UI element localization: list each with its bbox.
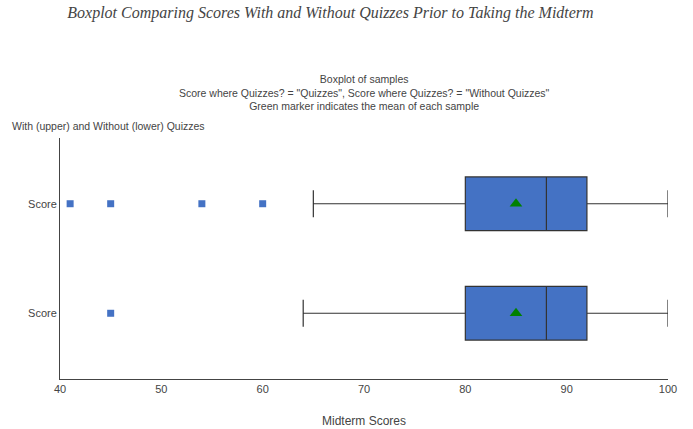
svg-text:40: 40 [54, 383, 66, 395]
svg-text:100: 100 [659, 383, 677, 395]
svg-text:60: 60 [257, 383, 269, 395]
svg-text:70: 70 [358, 383, 370, 395]
svg-text:With (upper) and Without (lowe: With (upper) and Without (lower) Quizzes [12, 120, 205, 132]
svg-text:Score: Score [28, 198, 57, 210]
svg-text:50: 50 [155, 383, 167, 395]
svg-text:Boxplot of samplesScore where: Boxplot of samplesScore where Quizzes? =… [179, 73, 550, 112]
svg-text:Boxplot Comparing Scores With: Boxplot Comparing Scores With and Withou… [67, 4, 593, 22]
svg-text:Score: Score [28, 307, 57, 319]
svg-text:80: 80 [459, 383, 471, 395]
svg-text:90: 90 [561, 383, 573, 395]
svg-text:Midterm Scores: Midterm Scores [322, 414, 406, 428]
